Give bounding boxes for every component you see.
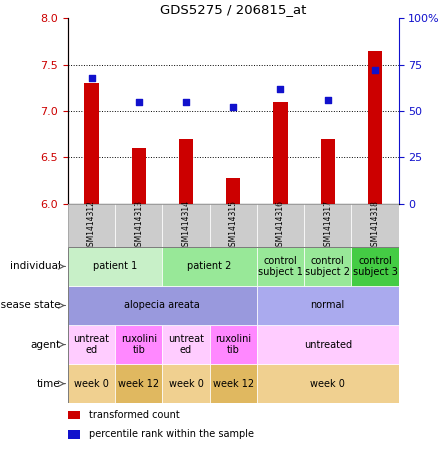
Bar (68, 325, 115, 364)
Text: week 0: week 0 (74, 379, 109, 389)
Bar (210, 325, 257, 364)
Text: GSM1414318: GSM1414318 (371, 200, 379, 251)
Text: control
subject 1: control subject 1 (258, 255, 303, 277)
Point (324, 96, 331, 103)
Text: GSM1414313: GSM1414313 (134, 200, 143, 251)
Text: GSM1414317: GSM1414317 (323, 200, 332, 251)
Bar (226, 178, 240, 204)
Bar (304, 247, 351, 286)
Text: transformed count: transformed count (89, 410, 180, 420)
Text: disease state: disease state (0, 300, 61, 310)
Text: patient 1: patient 1 (93, 261, 137, 271)
Bar (210, 204, 257, 247)
Bar (304, 204, 351, 247)
Text: alopecia areata: alopecia areata (124, 300, 200, 310)
Text: patient 2: patient 2 (187, 261, 232, 271)
Text: time: time (37, 379, 61, 389)
Bar (162, 364, 210, 403)
Text: control
subject 2: control subject 2 (305, 255, 350, 277)
Text: individual: individual (10, 261, 61, 271)
Text: untreated: untreated (304, 340, 352, 350)
Text: normal: normal (311, 300, 345, 310)
Bar (162, 204, 210, 247)
Point (183, 98, 190, 106)
Bar (257, 364, 399, 403)
Bar (68, 364, 115, 403)
Bar (132, 148, 146, 204)
Bar (210, 364, 257, 403)
Bar (115, 325, 162, 364)
Text: GSM1414316: GSM1414316 (276, 200, 285, 251)
Text: ruxolini
tib: ruxolini tib (215, 334, 251, 355)
Text: GSM1414314: GSM1414314 (181, 200, 191, 251)
Point (230, 104, 237, 111)
Bar (162, 325, 210, 364)
Text: week 12: week 12 (213, 379, 254, 389)
Bar (68, 411, 81, 419)
Bar (68, 204, 115, 247)
Text: ruxolini
tib: ruxolini tib (121, 334, 157, 355)
Bar (115, 204, 162, 247)
Bar (257, 204, 304, 247)
Text: untreat
ed: untreat ed (74, 334, 110, 355)
Text: week 12: week 12 (118, 379, 159, 389)
Text: week 0: week 0 (310, 379, 345, 389)
Title: GDS5275 / 206815_at: GDS5275 / 206815_at (160, 3, 307, 15)
Point (277, 85, 284, 92)
Bar (273, 102, 288, 204)
Point (371, 67, 378, 74)
Text: control
subject 3: control subject 3 (353, 255, 397, 277)
Bar (321, 139, 335, 204)
Bar (68, 286, 257, 325)
Text: GSM1414312: GSM1414312 (87, 200, 96, 251)
Text: GSM1414315: GSM1414315 (229, 200, 238, 251)
Bar (257, 286, 399, 325)
Bar (85, 83, 99, 204)
Text: week 0: week 0 (169, 379, 203, 389)
Point (135, 98, 142, 106)
Bar (257, 247, 304, 286)
Bar (162, 247, 257, 286)
Bar (68, 430, 81, 439)
Bar (351, 247, 399, 286)
Bar (68, 247, 162, 286)
Text: agent: agent (31, 340, 61, 350)
Bar (115, 364, 162, 403)
Text: percentile rank within the sample: percentile rank within the sample (89, 429, 254, 439)
Point (88, 74, 95, 81)
Bar (368, 51, 382, 204)
Bar (351, 204, 399, 247)
Bar (257, 325, 399, 364)
Text: untreat
ed: untreat ed (168, 334, 204, 355)
Bar (179, 139, 193, 204)
